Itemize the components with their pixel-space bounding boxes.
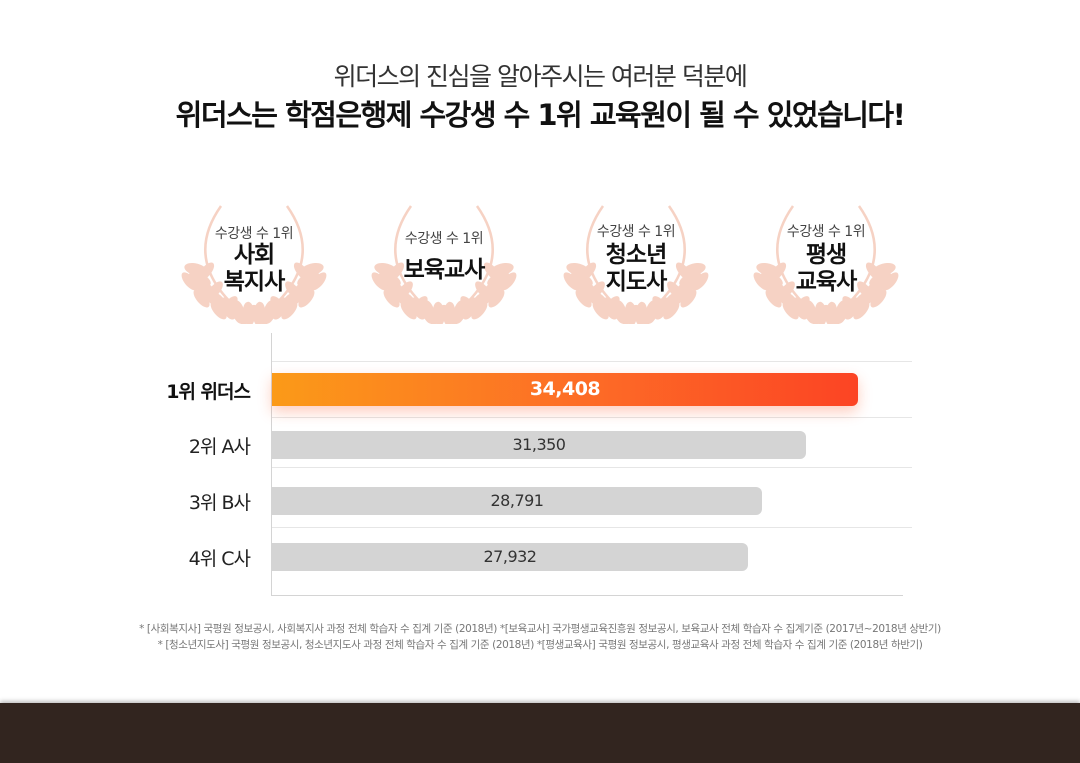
badge-rank: 수강생 수 1위 <box>404 231 484 247</box>
badge-field-line2: 복지사 <box>223 269 285 295</box>
ranking-bar-chart: 1위 위더스 34,408 2위 A사 31,350 3위 B사 28,791 4위 C사 2… <box>0 330 1080 600</box>
bar: 31,350 <box>272 431 806 459</box>
laurel-leaf <box>400 301 417 320</box>
laurel-leaf <box>202 286 222 306</box>
grid-line <box>272 361 912 362</box>
laurel-leaf <box>488 289 505 308</box>
page-title: 위더스는 학점은행제 수강생 수 1위 교육원이 될 수 있었습니다! <box>175 98 906 132</box>
sub-heading: 위더스의 진심을 알아주시는 여러분 덕분에 <box>333 62 748 91</box>
laurel-leaf <box>392 286 412 306</box>
footnote-line-2: * [청소년지도사] 국평원 정보공시, 청소년지도사 과정 전체 학습자 수 … <box>157 639 923 651</box>
laurel-leaf <box>823 304 840 323</box>
laurel-leaf <box>753 272 770 291</box>
laurel-leaf <box>383 289 400 308</box>
bar: 28,791 <box>272 487 762 515</box>
laurel-wreath-icon <box>753 205 899 324</box>
laurel-wreath-icon <box>371 205 517 324</box>
laurel-leaf <box>420 306 437 324</box>
laurel-leaf <box>230 306 247 324</box>
laurel-leaf <box>285 281 302 300</box>
award-badge-youth-instructor: 수강생 수 1위 청소년 지도사 <box>558 190 714 324</box>
bar-value-label: 28,791 <box>490 491 544 510</box>
laurel-leaf <box>865 262 882 281</box>
laurel-leaf <box>270 296 287 315</box>
laurel-leaf <box>193 289 210 308</box>
footnote-line-1: * [사회복지사] 국평원 정보공시, 사회복지사 과정 전체 학습자 수 집계… <box>139 623 941 635</box>
laurel-leaf <box>765 289 782 308</box>
laurel-leaf <box>483 262 500 281</box>
badge-rank: 수강생 수 1위 <box>214 226 294 242</box>
laurel-leaf <box>842 296 859 315</box>
laurel-stem <box>586 205 629 317</box>
laurel-leaf <box>633 304 650 323</box>
laurel-leaf <box>667 281 684 300</box>
chart-x-axis <box>271 595 903 596</box>
laurel-leaf <box>575 289 592 308</box>
laurel-leaf <box>293 262 310 281</box>
bar: 27,932 <box>272 543 748 571</box>
bar-highlight: 34,408 <box>272 373 858 406</box>
badge-field-line2: 교육사 <box>795 269 857 295</box>
laurel-leaf <box>680 289 697 308</box>
award-badge-childcare-teacher: 수강생 수 1위 보육교사 <box>366 190 522 324</box>
laurel-leaf <box>612 306 629 324</box>
laurel-leaf <box>500 272 517 291</box>
laurel-leaf <box>181 272 198 291</box>
laurel-leaf <box>251 304 268 323</box>
award-badge-lifelong-educator: 수강생 수 1위 평생 교육사 <box>748 190 904 324</box>
laurel-leaf <box>563 272 580 291</box>
footer-band <box>0 703 1080 763</box>
grid-line <box>272 417 912 418</box>
laurel-leaf <box>675 262 692 281</box>
main-section: 위더스의 진심을 알아주시는 여러분 덕분에 위더스는 학점은행제 수강생 수 … <box>0 62 1080 651</box>
chart-y-axis <box>271 333 272 596</box>
laurel-leaf <box>870 289 887 308</box>
bar-value-label: 34,408 <box>529 378 601 400</box>
laurel-leaf <box>774 286 794 306</box>
laurel-leaf <box>692 272 709 291</box>
laurel-leaf <box>857 281 874 300</box>
grid-line <box>272 467 912 468</box>
laurel-wreath-icon <box>181 205 327 324</box>
laurel-stem <box>394 205 437 317</box>
bar-category-label: 1위 위더스 <box>166 380 251 403</box>
bar-category-label: 4위 C사 <box>188 548 251 570</box>
award-badge-social-worker: 수강생 수 1위 사회 복지사 <box>176 190 332 324</box>
bar-category-label: 3위 B사 <box>188 492 251 514</box>
laurel-stem <box>204 205 247 317</box>
laurel-leaf <box>652 296 669 315</box>
bar-value-label: 27,932 <box>483 547 537 566</box>
badge-field-line1: 사회 <box>233 242 275 268</box>
badge-field-line1: 청소년 <box>605 242 667 268</box>
laurel-leaf <box>782 301 799 320</box>
badge-field-line1: 보육교사 <box>403 257 486 283</box>
bar-value-label: 31,350 <box>512 435 566 454</box>
laurel-leaf <box>460 296 477 315</box>
bar-category-label: 2위 A사 <box>188 436 251 458</box>
badge-rank: 수강생 수 1위 <box>596 224 676 240</box>
laurel-leaf <box>298 289 315 308</box>
laurel-leaf <box>592 301 609 320</box>
laurel-leaf <box>802 306 819 324</box>
laurel-leaf <box>310 272 327 291</box>
grid-line <box>272 527 912 528</box>
laurel-leaf <box>475 281 492 300</box>
badge-field-line1: 평생 <box>805 242 847 268</box>
laurel-leaf <box>210 301 227 320</box>
badge-rank: 수강생 수 1위 <box>786 224 866 240</box>
laurel-leaf <box>584 286 604 306</box>
laurel-wreath-icon <box>563 205 709 324</box>
badge-field-line2: 지도사 <box>605 269 667 295</box>
laurel-stem <box>776 205 819 317</box>
laurel-leaf <box>441 304 458 323</box>
laurel-leaf <box>882 272 899 291</box>
laurel-leaf <box>371 272 388 291</box>
